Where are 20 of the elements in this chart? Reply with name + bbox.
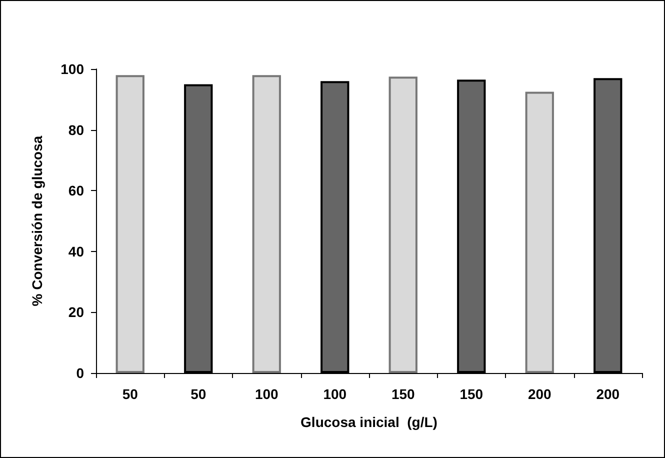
bar [525,92,554,373]
y-tick-label: 20 [68,304,84,320]
x-tick-label: 150 [391,386,416,402]
x-axis-title: Glucosa inicial (g/L) [300,414,438,430]
y-tick-label: 60 [68,182,84,199]
y-tick-label: 100 [60,61,84,77]
x-tick-label: 50 [122,386,138,402]
x-tick-label: 50 [190,386,206,402]
y-tick-label: 40 [68,243,84,260]
bar [388,76,418,373]
y-tick-label: 0 [76,365,84,381]
bar [116,75,144,373]
x-tick-label: 100 [254,386,279,402]
x-tick-label: 100 [323,386,347,402]
x-tick-label: 200 [528,386,552,402]
y-tick-label: 80 [68,122,84,138]
y-axis-title: % Conversión de glucosa [29,136,45,306]
x-tick-label: 150 [460,386,484,402]
bar [252,75,281,373]
x-tick-label: 200 [596,386,620,402]
